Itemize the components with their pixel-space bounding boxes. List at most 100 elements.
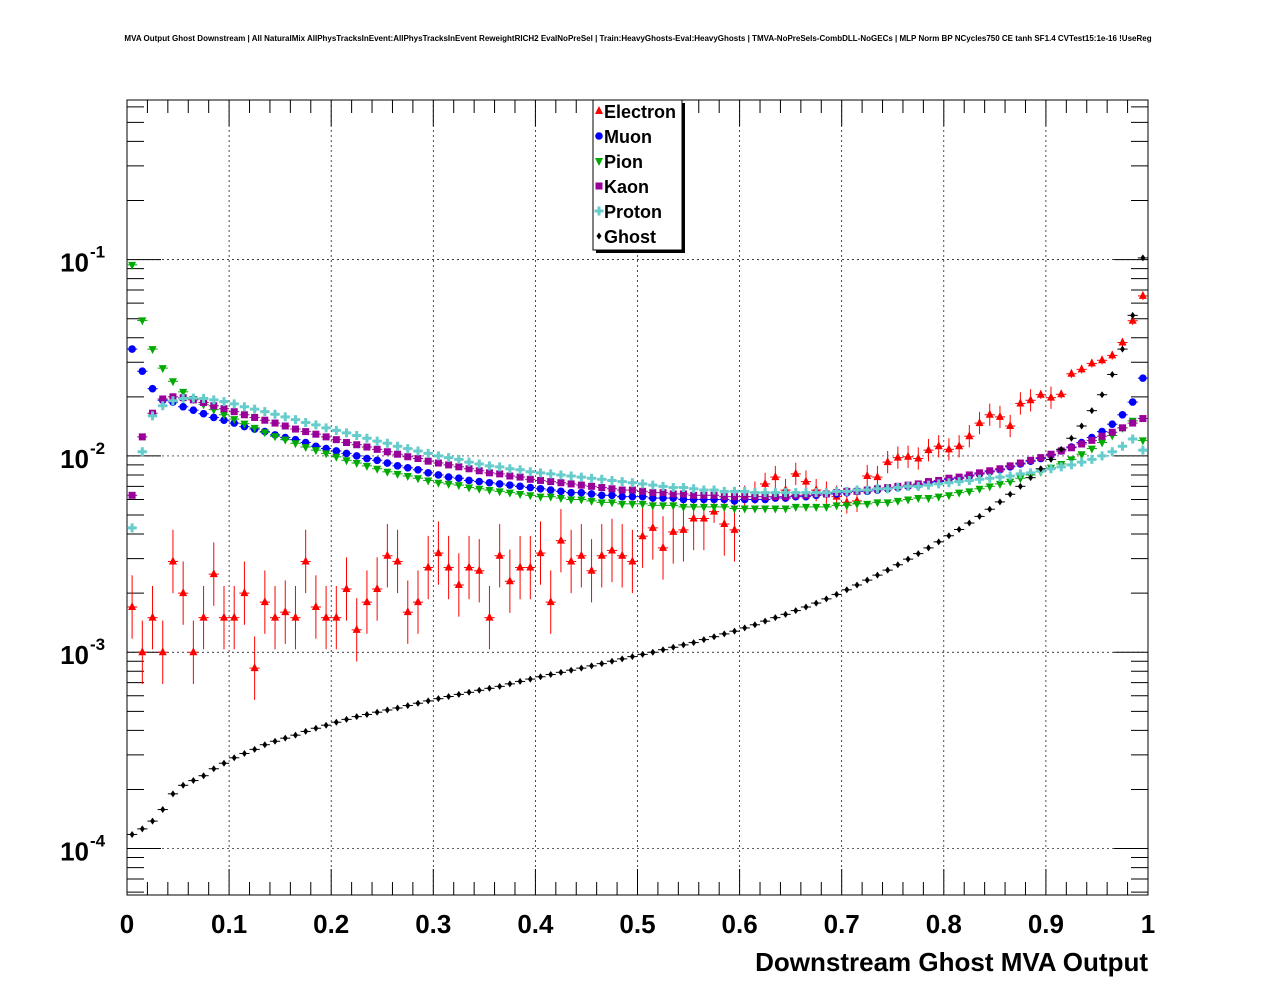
- data-point: [710, 491, 718, 499]
- data-point: [291, 612, 300, 621]
- data-point: [1016, 459, 1024, 467]
- data-point: [1027, 456, 1035, 464]
- data-point: [872, 484, 882, 494]
- data-point: [862, 485, 872, 495]
- legend-label-ghost: Ghost: [604, 227, 656, 247]
- y-tick-label: 10: [60, 837, 89, 867]
- data-point: [618, 492, 626, 501]
- data-point: [556, 535, 565, 544]
- data-point: [648, 522, 657, 531]
- data-point: [801, 488, 811, 498]
- data-point: [404, 453, 412, 461]
- data-point: [1006, 478, 1015, 487]
- data-point: [322, 433, 330, 441]
- data-point: [260, 407, 270, 417]
- data-point: [128, 261, 137, 270]
- legend-marker: [595, 132, 603, 140]
- data-point: [464, 457, 474, 467]
- data-point: [484, 461, 494, 471]
- data-point: [302, 428, 310, 436]
- data-point: [1098, 439, 1107, 448]
- data-point: [964, 475, 974, 485]
- data-point: [721, 630, 727, 638]
- data-point: [1066, 460, 1076, 470]
- data-point: [558, 668, 564, 676]
- data-point: [434, 471, 443, 479]
- data-point: [148, 384, 157, 393]
- data-point: [832, 502, 841, 511]
- data-point: [260, 597, 269, 606]
- data-point: [311, 601, 320, 610]
- data-point: [271, 612, 280, 621]
- data-point: [893, 497, 902, 506]
- data-point: [403, 607, 412, 616]
- data-point: [250, 404, 260, 414]
- data-point: [659, 494, 667, 502]
- data-point: [311, 447, 320, 456]
- x-tick-label: 1: [1141, 909, 1155, 939]
- data-point: [536, 468, 546, 478]
- data-point: [699, 513, 708, 522]
- data-point: [668, 483, 678, 493]
- data-point: [291, 425, 299, 433]
- data-point: [1087, 454, 1097, 464]
- data-point: [138, 647, 147, 656]
- data-point: [485, 612, 494, 621]
- data-point: [373, 583, 382, 592]
- data-point: [1108, 428, 1116, 436]
- data-point: [976, 469, 984, 477]
- data-point: [946, 532, 952, 540]
- data-point: [485, 478, 494, 487]
- chart-title: MVA Output Ghost Downstream | All Natura…: [124, 34, 1152, 43]
- data-point: [1138, 445, 1148, 455]
- data-point: [934, 493, 943, 502]
- data-point: [658, 481, 668, 491]
- data-point: [301, 444, 310, 453]
- data-point: [353, 441, 361, 449]
- data-point: [607, 499, 616, 508]
- data-point: [648, 480, 658, 490]
- data-point: [454, 580, 463, 589]
- data-point: [1118, 410, 1127, 419]
- data-point: [936, 538, 942, 546]
- data-point: [617, 477, 627, 487]
- data-point: [128, 491, 136, 499]
- data-point: [179, 402, 187, 411]
- data-point: [578, 664, 584, 672]
- data-point: [526, 483, 535, 492]
- data-point: [332, 453, 341, 462]
- data-point: [496, 470, 504, 478]
- data-point: [455, 474, 463, 482]
- data-point: [729, 486, 739, 496]
- data-point: [985, 473, 995, 483]
- data-point: [362, 462, 371, 471]
- legend: Electron Muon Pion Kaon Proton Ghost: [592, 99, 685, 253]
- data-point: [925, 544, 931, 552]
- data-point: [650, 648, 656, 656]
- data-point: [128, 601, 137, 610]
- data-point: [526, 492, 535, 501]
- data-point: [160, 806, 166, 814]
- data-point: [618, 500, 627, 509]
- data-point: [741, 493, 749, 501]
- data-point: [1038, 465, 1044, 473]
- data-point: [905, 555, 911, 563]
- data-point: [495, 480, 504, 488]
- data-point: [577, 481, 585, 489]
- data-point: [413, 475, 422, 484]
- data-point: [168, 378, 177, 387]
- data-point: [730, 505, 739, 514]
- legend-marker: [595, 182, 603, 190]
- data-point: [434, 548, 443, 557]
- data-point: [1047, 450, 1055, 458]
- data-point: [547, 478, 555, 486]
- data-point: [383, 468, 392, 477]
- data-point: [281, 422, 289, 430]
- x-tick-label: 0.7: [824, 909, 860, 939]
- data-point: [985, 483, 994, 492]
- data-point: [1078, 440, 1086, 448]
- data-point: [883, 457, 892, 466]
- y-tick-label: 10: [60, 444, 89, 474]
- data-point: [719, 486, 729, 496]
- data-point: [516, 473, 524, 481]
